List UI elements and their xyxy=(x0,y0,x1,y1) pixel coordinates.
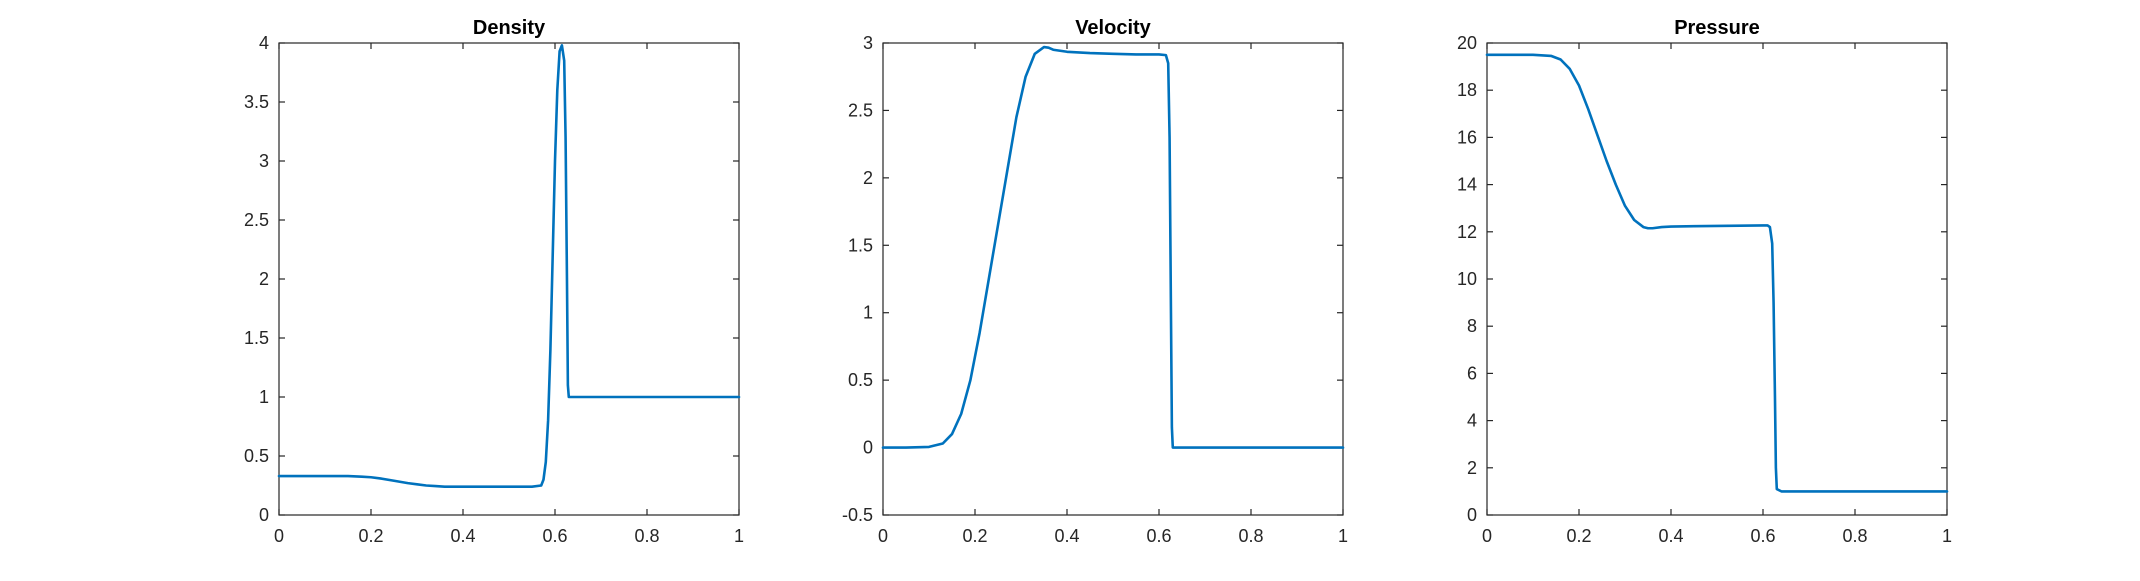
chart-panel-density: 0 0.2 0.4 0.6 0.8 1 0 0.5 1 1.5 2 2.5 3 3.5 4 Density xyxy=(244,17,744,546)
x-tick-label: 0.2 xyxy=(358,526,383,546)
y-tick-label: 10 xyxy=(1457,269,1477,289)
chart-title: Pressure xyxy=(1674,17,1760,39)
x-tick-label: 0.6 xyxy=(1146,526,1171,546)
y-tick-label: 0 xyxy=(259,505,269,525)
y-tick-label: 0 xyxy=(863,438,873,458)
y-tick-label: 2 xyxy=(863,168,873,188)
x-tick-label: 0.2 xyxy=(962,526,987,546)
y-tick-label: 3 xyxy=(863,33,873,53)
chart-title: Density xyxy=(473,17,546,39)
x-tick-label: 0 xyxy=(878,526,888,546)
y-tick-label: 4 xyxy=(259,33,269,53)
x-tick-label: 0.8 xyxy=(634,526,659,546)
x-tick-label: 0 xyxy=(1482,526,1492,546)
y-tick-label: 16 xyxy=(1457,127,1477,147)
y-tick-label: 1 xyxy=(863,303,873,323)
x-tick-label: 1 xyxy=(1942,526,1952,546)
y-tick-label: 0.5 xyxy=(848,370,873,390)
x-tick-label: 0.4 xyxy=(1054,526,1079,546)
x-tick-label: 0.6 xyxy=(1750,526,1775,546)
y-tick-label: 1.5 xyxy=(244,328,269,348)
axes-frame xyxy=(882,42,1344,516)
x-tick-label: 0 xyxy=(274,526,284,546)
series-line xyxy=(1485,53,1949,493)
y-tick-label: 12 xyxy=(1457,222,1477,242)
y-tick-label: 14 xyxy=(1457,175,1477,195)
y-tick-label: 2 xyxy=(259,269,269,289)
x-tick-label: 0.4 xyxy=(1658,526,1683,546)
x-tick-label: 0.8 xyxy=(1238,526,1263,546)
axes-frame xyxy=(1486,42,1948,516)
y-tick-label: 2 xyxy=(1467,458,1477,478)
series-line xyxy=(277,44,741,488)
y-tick-label: -0.5 xyxy=(842,505,873,525)
chart-title: Velocity xyxy=(1075,17,1151,39)
y-tick-label: 0.5 xyxy=(244,446,269,466)
y-tick-label: 4 xyxy=(1467,411,1477,431)
x-tick-label: 1 xyxy=(1338,526,1348,546)
y-tick-label: 8 xyxy=(1467,316,1477,336)
x-tick-label: 0.6 xyxy=(542,526,567,546)
y-tick-label: 0 xyxy=(1467,505,1477,525)
y-tick-label: 1.5 xyxy=(848,235,873,255)
y-tick-label: 6 xyxy=(1467,363,1477,383)
x-tick-label: 0.2 xyxy=(1566,526,1591,546)
y-tick-label: 2.5 xyxy=(848,100,873,120)
x-tick-label: 1 xyxy=(734,526,744,546)
axes-frame xyxy=(278,42,740,516)
x-tick-label: 0.8 xyxy=(1842,526,1867,546)
y-tick-label: 20 xyxy=(1457,33,1477,53)
y-tick-label: 3.5 xyxy=(244,92,269,112)
x-tick-label: 0.4 xyxy=(450,526,475,546)
y-tick-label: 18 xyxy=(1457,80,1477,100)
y-tick-label: 3 xyxy=(259,151,269,171)
series-line xyxy=(881,45,1345,449)
y-tick-label: 1 xyxy=(259,387,269,407)
y-tick-label: 2.5 xyxy=(244,210,269,230)
